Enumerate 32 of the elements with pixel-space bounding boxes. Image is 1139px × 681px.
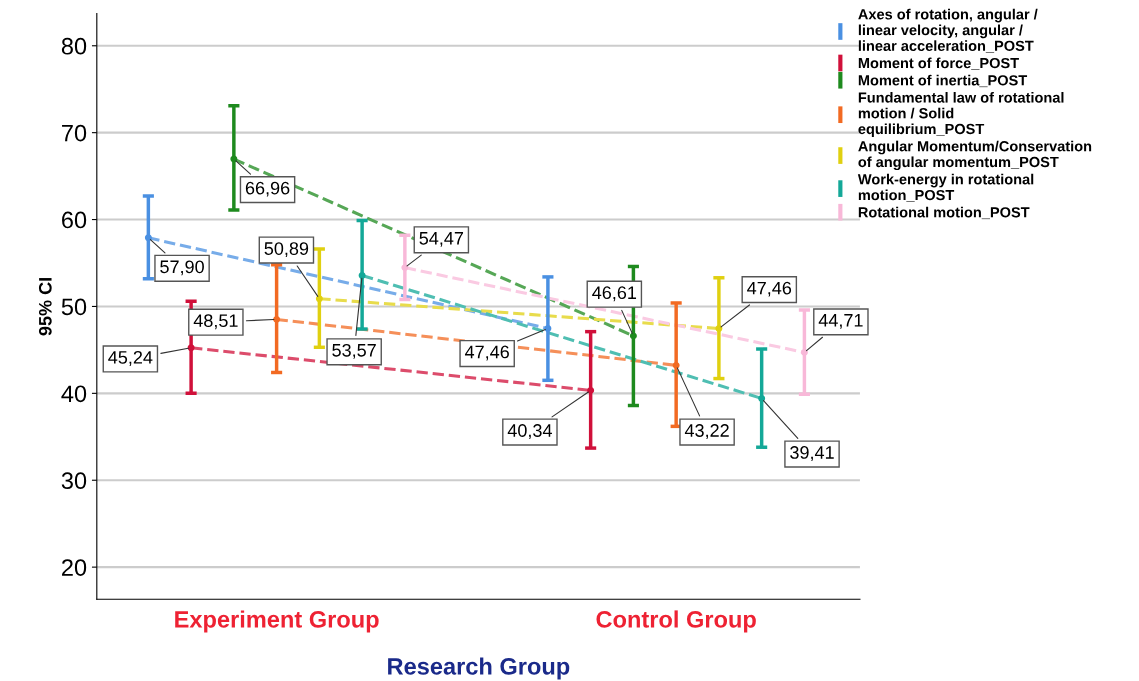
y-tick-label: 40: [61, 385, 87, 403]
data-label: 43,22: [684, 424, 729, 440]
data-label: 50,89: [264, 242, 309, 258]
legend-label: Rotational motion_POST: [858, 206, 1030, 220]
legend-label: Axes of rotation, angular / linear velocity, angular / linear acceleration_POST: [858, 8, 1038, 53]
data-label: 66,96: [245, 181, 290, 197]
y-tick-label: 30: [61, 472, 87, 490]
y-tick-label: 70: [62, 124, 87, 142]
data-label: 47,46: [747, 281, 792, 297]
y-tick-label: 80: [61, 37, 87, 55]
legend-label: Moment of inertia_POST: [858, 74, 1028, 88]
data-label: 44,71: [818, 314, 863, 329]
x-tick-label: Control Group: [596, 610, 756, 633]
data-label: 47,46: [464, 345, 509, 361]
x-tick-label: Experiment Group: [175, 610, 379, 633]
data-label: 53,57: [332, 343, 376, 359]
x-axis-title: Research Group: [388, 657, 570, 680]
data-label: 39,41: [790, 446, 834, 462]
legend-label: Moment of force_POST: [858, 57, 1019, 70]
data-label: 48,51: [193, 314, 238, 330]
data-label: 45,24: [108, 350, 153, 366]
data-label: 40,34: [507, 424, 552, 440]
y-axis-title: 95% CI: [38, 278, 52, 336]
y-tick-label: 60: [62, 211, 87, 229]
data-label: 46,61: [592, 286, 637, 302]
data-label: 54,47: [419, 232, 464, 247]
y-tick-label: 20: [62, 559, 87, 576]
y-tick-label: 50: [61, 298, 87, 316]
legend-label: Angular Momentum/Conservation of angular momentum_POST: [858, 140, 1092, 171]
data-label: 57,90: [160, 260, 204, 276]
legend-label: Fundamental law of rotational motion / Solid equilibrium_POST: [858, 92, 1064, 138]
legend-label: Work-energy in rotational motion_POST: [857, 173, 1034, 202]
